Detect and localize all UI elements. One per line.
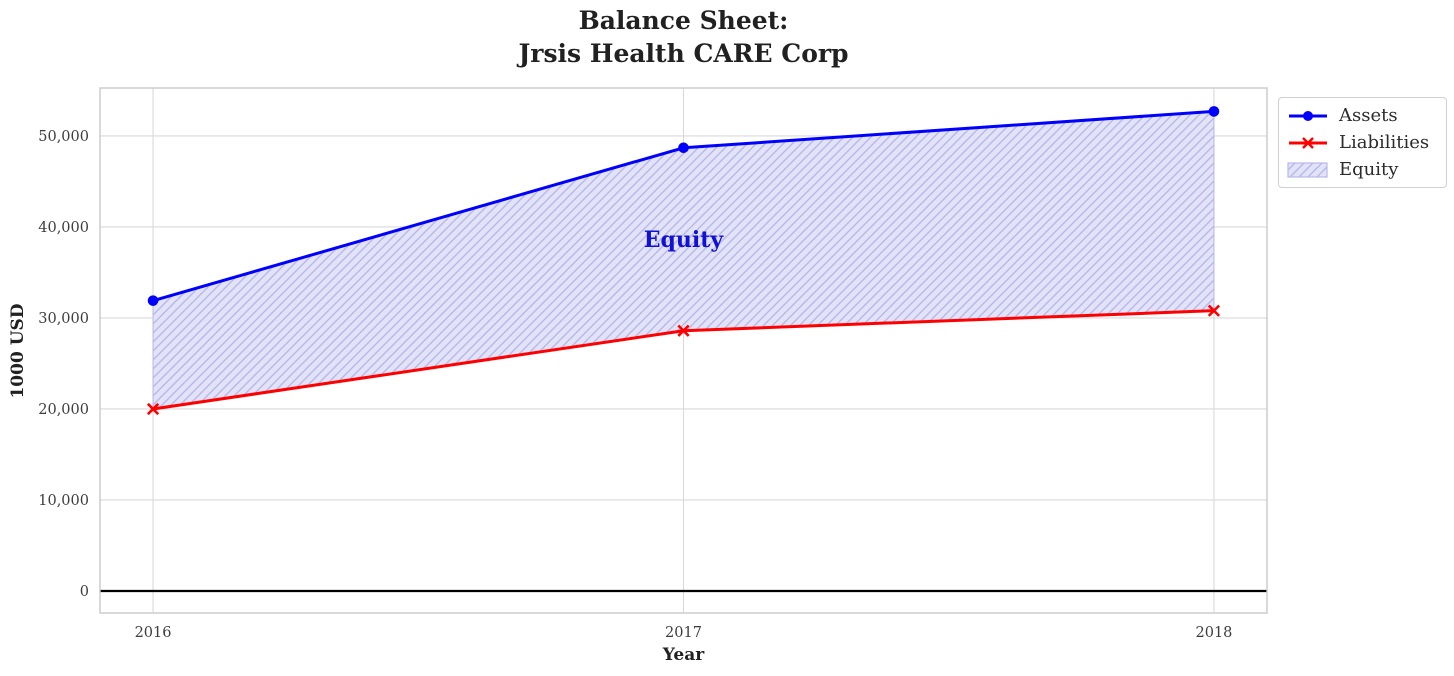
equity-annotation: Equity [643,226,724,253]
legend-label-equity: Equity [1339,158,1399,180]
liabilities-marker [1207,304,1221,317]
y-tick-label: 30,000 [38,311,89,327]
liabilities-marker [146,402,160,416]
x-axis-label: Year [662,645,705,665]
legend-item-equity: Equity [1287,158,1438,180]
assets-line-swatch-icon [1289,110,1327,121]
legend-label-liabilities: Liabilities [1339,131,1430,153]
x-tick-label: 2016 [135,625,172,641]
assets-marker [1208,106,1220,117]
assets-marker [147,295,159,306]
equity-hatch-swatch-icon [1287,161,1328,178]
chart-title: Balance Sheet: Jrsis Health CARE Corp [518,6,849,68]
liabilities-marker [677,324,690,337]
y-tick-label: 20,000 [38,402,89,418]
liabilities-line-swatch-icon [1289,136,1327,149]
y-tick-label: 50,000 [38,129,89,145]
legend: Assets Liabilities Equity [1278,97,1447,188]
y-tick-label: 10,000 [38,493,89,509]
legend-label-assets: Assets [1339,104,1398,126]
assets-marker [678,142,689,154]
y-tick-label: 0 [80,584,89,600]
plot-border [99,87,1268,614]
legend-item-assets: Assets [1287,104,1438,126]
legend-item-liabilities: Liabilities [1287,131,1438,153]
x-tick-label: 2018 [1196,625,1233,641]
x-tick-label: 2017 [665,625,702,641]
y-tick-label: 40,000 [38,220,89,236]
